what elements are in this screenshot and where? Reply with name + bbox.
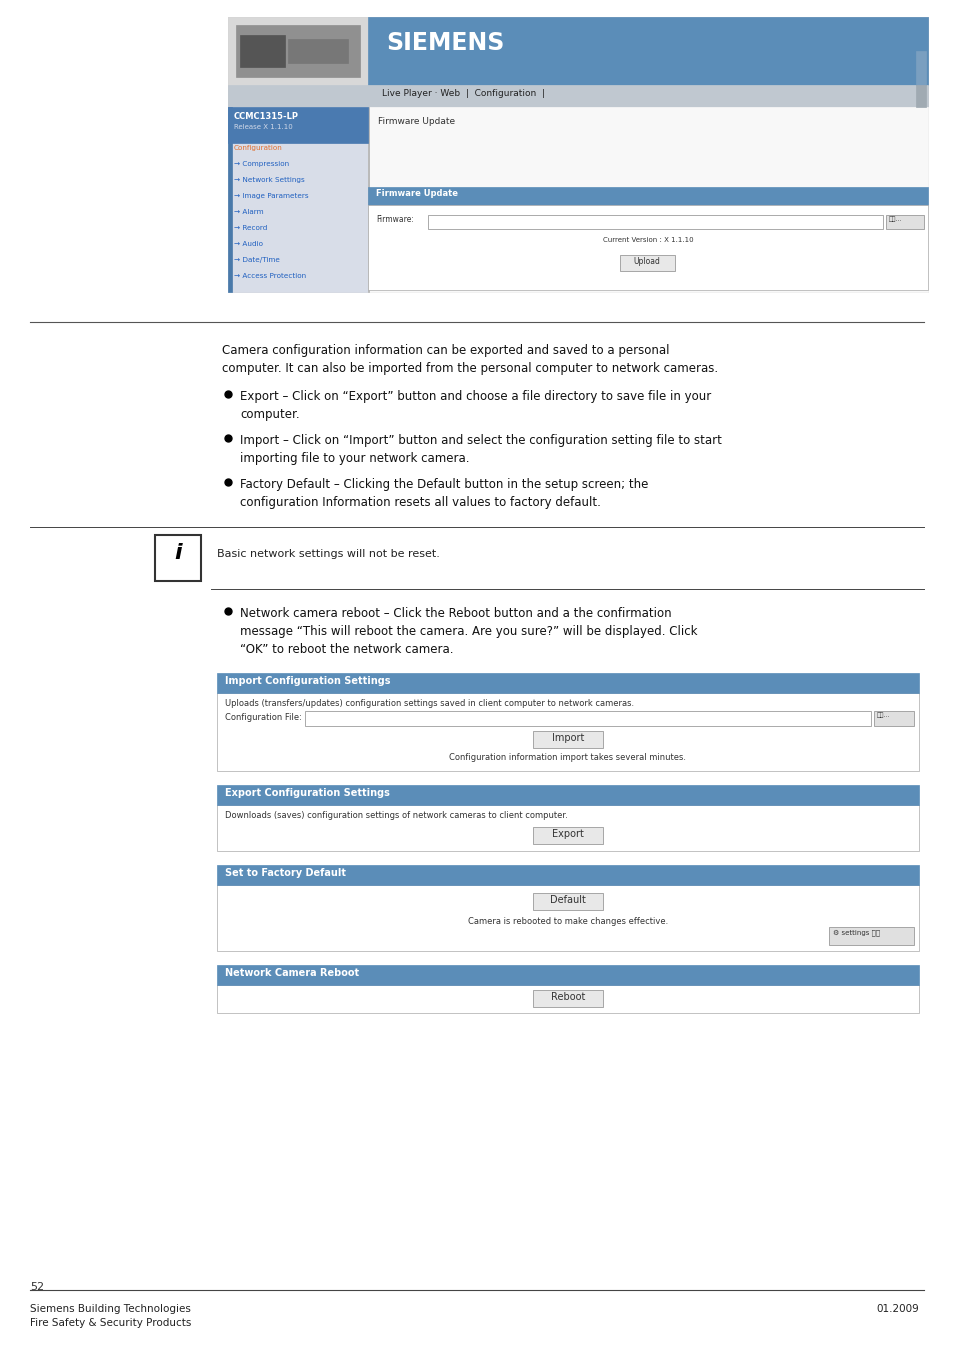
Text: → Network Settings: → Network Settings: [233, 177, 304, 184]
Text: → Alarm: → Alarm: [233, 209, 263, 215]
Bar: [216, 784, 918, 805]
Bar: [305, 711, 870, 726]
Text: Siemens Building Technologies: Siemens Building Technologies: [30, 1304, 191, 1314]
Text: i: i: [174, 543, 182, 563]
Bar: [368, 18, 927, 85]
Bar: [228, 85, 927, 107]
Bar: [228, 18, 927, 292]
Bar: [828, 927, 913, 945]
Text: Firmware:: Firmware:: [375, 215, 414, 224]
Bar: [228, 107, 368, 292]
Bar: [228, 107, 368, 143]
Text: Export Configuration Settings: Export Configuration Settings: [225, 788, 390, 798]
Text: 01.2009: 01.2009: [876, 1304, 918, 1314]
Text: → Image Parameters: → Image Parameters: [233, 193, 309, 198]
Bar: [228, 18, 368, 85]
Bar: [216, 674, 918, 693]
Text: CCMC1315-LP: CCMC1315-LP: [233, 112, 298, 122]
Bar: [915, 85, 925, 107]
Text: Upload: Upload: [633, 256, 659, 266]
Text: Live Player · Web  |  Configuration  |: Live Player · Web | Configuration |: [381, 89, 544, 99]
Text: Network camera reboot – Click the Reboot button and a the confirmation: Network camera reboot – Click the Reboot…: [240, 608, 671, 620]
Text: → Record: → Record: [233, 225, 267, 231]
Text: Import – Click on “Import” button and select the configuration setting file to s: Import – Click on “Import” button and se…: [240, 433, 721, 447]
Text: Release X 1.1.10: Release X 1.1.10: [233, 124, 293, 130]
Text: 参照...: 参照...: [888, 216, 902, 221]
Text: “OK” to reboot the network camera.: “OK” to reboot the network camera.: [240, 643, 453, 656]
Text: Current Version : X 1.1.10: Current Version : X 1.1.10: [602, 238, 693, 243]
Text: → Date/Time: → Date/Time: [233, 256, 279, 263]
Text: → Compression: → Compression: [233, 161, 289, 167]
Text: 52: 52: [30, 1282, 44, 1292]
Text: 参照...: 参照...: [876, 711, 889, 718]
Text: Configuration information import takes several minutes.: Configuration information import takes s…: [449, 753, 686, 761]
Bar: [216, 865, 918, 886]
Bar: [533, 892, 602, 910]
Bar: [368, 205, 927, 290]
Bar: [885, 215, 923, 230]
Bar: [240, 35, 285, 68]
Text: Export – Click on “Export” button and choose a file directory to save file in yo: Export – Click on “Export” button and ch…: [240, 390, 711, 404]
Text: Firmware Update: Firmware Update: [377, 117, 455, 126]
Bar: [288, 39, 348, 63]
Text: → Access Protection: → Access Protection: [233, 273, 306, 279]
Bar: [228, 107, 232, 292]
Bar: [533, 828, 602, 844]
Text: Import: Import: [551, 733, 583, 743]
Text: Configuration: Configuration: [233, 144, 282, 151]
Text: Default: Default: [550, 895, 585, 905]
Text: importing file to your network camera.: importing file to your network camera.: [240, 452, 469, 464]
Bar: [915, 51, 925, 85]
Bar: [235, 26, 359, 77]
Text: configuration Information resets all values to factory default.: configuration Information resets all val…: [240, 495, 600, 509]
Text: Firmware Update: Firmware Update: [375, 189, 457, 198]
Bar: [368, 107, 369, 292]
Text: Camera is rebooted to make changes effective.: Camera is rebooted to make changes effec…: [467, 917, 667, 926]
Text: Configuration File:: Configuration File:: [225, 713, 301, 722]
Bar: [873, 711, 913, 726]
Bar: [154, 535, 201, 580]
Text: computer. It can also be imported from the personal computer to network cameras.: computer. It can also be imported from t…: [222, 362, 718, 375]
Text: Set to Factory Default: Set to Factory Default: [225, 868, 346, 878]
Text: → Audio: → Audio: [233, 242, 263, 247]
Text: Fire Safety & Security Products: Fire Safety & Security Products: [30, 1318, 192, 1328]
Text: Camera configuration information can be exported and saved to a personal: Camera configuration information can be …: [222, 344, 669, 356]
Text: Uploads (transfers/updates) configuration settings saved in client computer to n: Uploads (transfers/updates) configuratio…: [225, 699, 634, 707]
Text: Export: Export: [552, 829, 583, 838]
Text: Basic network settings will not be reset.: Basic network settings will not be reset…: [216, 549, 439, 559]
Text: SIEMENS: SIEMENS: [386, 31, 504, 55]
Bar: [533, 730, 602, 748]
Text: Factory Default – Clicking the Default button in the setup screen; the: Factory Default – Clicking the Default b…: [240, 478, 648, 491]
Text: Downloads (saves) configuration settings of network cameras to client computer.: Downloads (saves) configuration settings…: [225, 811, 567, 819]
Text: message “This will reboot the camera. Are you sure?” will be displayed. Click: message “This will reboot the camera. Ar…: [240, 625, 697, 639]
Bar: [216, 986, 918, 1012]
Text: computer.: computer.: [240, 408, 299, 421]
Bar: [216, 965, 918, 986]
Bar: [216, 693, 918, 771]
Bar: [368, 188, 927, 205]
Bar: [216, 886, 918, 950]
Text: ⚙ settings 設置: ⚙ settings 設置: [832, 929, 880, 936]
Text: Network Camera Reboot: Network Camera Reboot: [225, 968, 358, 977]
Bar: [216, 805, 918, 850]
Bar: [533, 990, 602, 1007]
Text: Reboot: Reboot: [550, 992, 584, 1002]
Bar: [428, 215, 882, 230]
Text: Import Configuration Settings: Import Configuration Settings: [225, 676, 390, 686]
Bar: [368, 107, 927, 292]
Bar: [619, 255, 675, 271]
